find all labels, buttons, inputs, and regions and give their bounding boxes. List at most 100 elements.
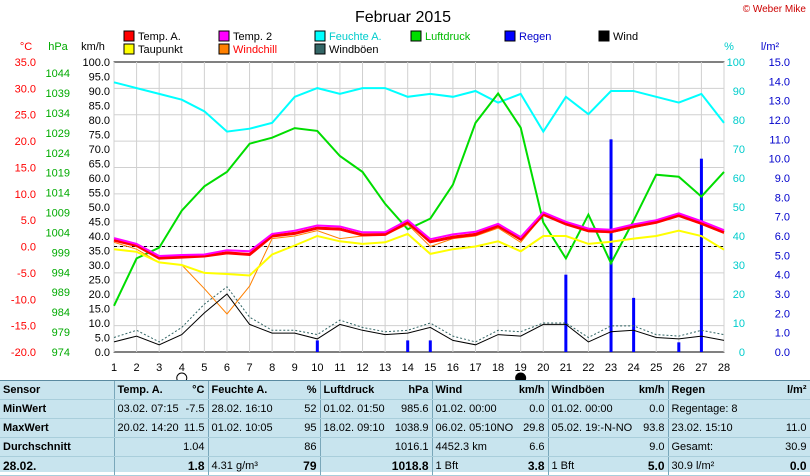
tick-rain: 5.0: [775, 250, 790, 262]
header-windboen: Windböen km/h: [548, 381, 669, 400]
tick-x: 9: [292, 362, 298, 374]
legend-swatch: [504, 30, 516, 42]
tick-wind: 85.0: [89, 101, 110, 113]
tick-humidity: 90: [733, 86, 745, 98]
max-windboen: 05.02. 19:-N-NO 93.8: [548, 418, 669, 438]
tick-x: 21: [560, 362, 572, 374]
tick-pressure: 1044: [46, 68, 70, 80]
tick-pressure: 1024: [46, 148, 70, 160]
tick-humidity: 10: [733, 318, 745, 330]
tick-x: 12: [356, 362, 368, 374]
tick-rain: 14.0: [769, 76, 790, 88]
legend-label: Temp. A.: [138, 31, 181, 43]
tick-wind: 25.0: [89, 275, 110, 287]
axis-title-pressure: hPa: [48, 41, 68, 53]
tick-humidity: 60: [733, 173, 745, 185]
tick-x: 17: [469, 362, 481, 374]
tick-temp: -10.0: [11, 294, 36, 306]
tick-pressure: 1019: [46, 168, 70, 180]
tick-wind: 80.0: [89, 115, 110, 127]
tick-rain: 15.0: [769, 57, 790, 69]
tick-x: 11: [334, 362, 345, 374]
header-temp: Temp. A. °C: [114, 381, 209, 400]
tick-humidity: 80: [733, 115, 745, 127]
tick-x: 4: [179, 362, 185, 374]
tick-x: 18: [492, 362, 504, 374]
tick-wind: 30.0: [89, 260, 110, 272]
tick-wind: 10.0: [89, 318, 110, 330]
copyright: © Weber Mike: [743, 4, 807, 15]
tick-temp: 25.0: [15, 110, 36, 122]
tick-pressure: 974: [52, 347, 70, 359]
avg-wind: 4452.3 km 6.6: [432, 437, 549, 457]
tick-wind: 55.0: [89, 188, 110, 200]
max-regen: 23.02. 15:10 11.0: [668, 418, 810, 438]
tick-x: 7: [246, 362, 252, 374]
tick-pressure: 1009: [46, 208, 70, 220]
header-sensor: Sensor: [0, 381, 115, 400]
legend-label: Feuchte A.: [329, 31, 382, 43]
tick-wind: 0.0: [95, 347, 110, 359]
tick-x: 25: [650, 362, 662, 374]
axis-title-temp: °C: [20, 41, 32, 53]
legend-label: Temp. 2: [233, 31, 272, 43]
tick-rain: 13.0: [769, 96, 790, 108]
moon-phase-icon: [515, 372, 527, 380]
tick-wind: 65.0: [89, 159, 110, 171]
max-luftdruck: 18.02. 09:10 1038.9: [320, 418, 433, 438]
tick-x: 16: [447, 362, 459, 374]
legend-label: Regen: [519, 31, 551, 43]
rain-bar: [428, 340, 432, 352]
rain-bar: [315, 340, 319, 352]
legend-swatch: [598, 30, 610, 42]
avg-windboen: 9.0: [548, 437, 669, 457]
avg-temp: 1.04: [114, 437, 209, 457]
tick-temp: -5.0: [17, 268, 36, 280]
tick-temp: 10.0: [15, 189, 36, 201]
tick-rain: 11.0: [769, 134, 790, 146]
tick-humidity: 30: [733, 260, 745, 272]
avg-regen: Gesamt: 30.9: [668, 437, 810, 457]
header-feuchte: Feuchte A.%: [208, 381, 321, 400]
tick-x: 8: [269, 362, 275, 374]
tick-wind: 60.0: [89, 173, 110, 185]
rain-bar: [632, 297, 636, 352]
tick-temp: 0.0: [21, 242, 36, 254]
tick-temp: 15.0: [15, 162, 36, 174]
legend-swatch: [314, 43, 326, 55]
tick-x: 20: [537, 362, 549, 374]
cur-windboen: 1 Bft 5.0: [548, 456, 669, 476]
min-luftdruck: 01.02. 01:50 985.6: [320, 399, 433, 419]
tick-temp: 30.0: [15, 83, 36, 95]
axis-title-humidity: %: [724, 41, 734, 53]
legend-swatch: [218, 43, 230, 55]
moon-phase-icon: [176, 372, 188, 380]
max-wind: 06.02. 05:10NO 29.8: [432, 418, 549, 438]
min-feuchte: 28.02. 16:10 52: [208, 399, 321, 419]
tick-rain: 3.0: [775, 289, 790, 301]
tick-wind: 100.0: [82, 57, 110, 69]
tick-wind: 40.0: [89, 231, 110, 243]
legend-swatch: [314, 30, 326, 42]
tick-rain: 12.0: [769, 115, 790, 127]
tick-rain: 7.0: [775, 212, 790, 224]
tick-wind: 95.0: [89, 72, 110, 84]
tick-x: 1: [111, 362, 117, 374]
tick-x: 2: [134, 362, 140, 374]
tick-pressure: 999: [52, 247, 70, 259]
legend-label: Windböen: [329, 44, 379, 56]
label-max: MaxWert: [0, 418, 115, 438]
header-wind: Wind km/h: [432, 381, 549, 400]
tick-wind: 5.0: [95, 333, 110, 345]
tick-rain: 1.0: [775, 328, 790, 340]
rain-bar: [609, 139, 613, 352]
tick-rain: 0.0: [775, 347, 790, 359]
min-regen: Regentage: 8: [668, 399, 810, 419]
label-min: MinWert: [0, 399, 115, 419]
tick-rain: 4.0: [775, 270, 790, 282]
series-line-temp-a-: [113, 212, 725, 260]
tick-temp: 20.0: [15, 136, 36, 148]
tick-x: 14: [402, 362, 414, 374]
tick-pressure: 1014: [46, 188, 70, 200]
legend-label: Taupunkt: [138, 44, 183, 56]
